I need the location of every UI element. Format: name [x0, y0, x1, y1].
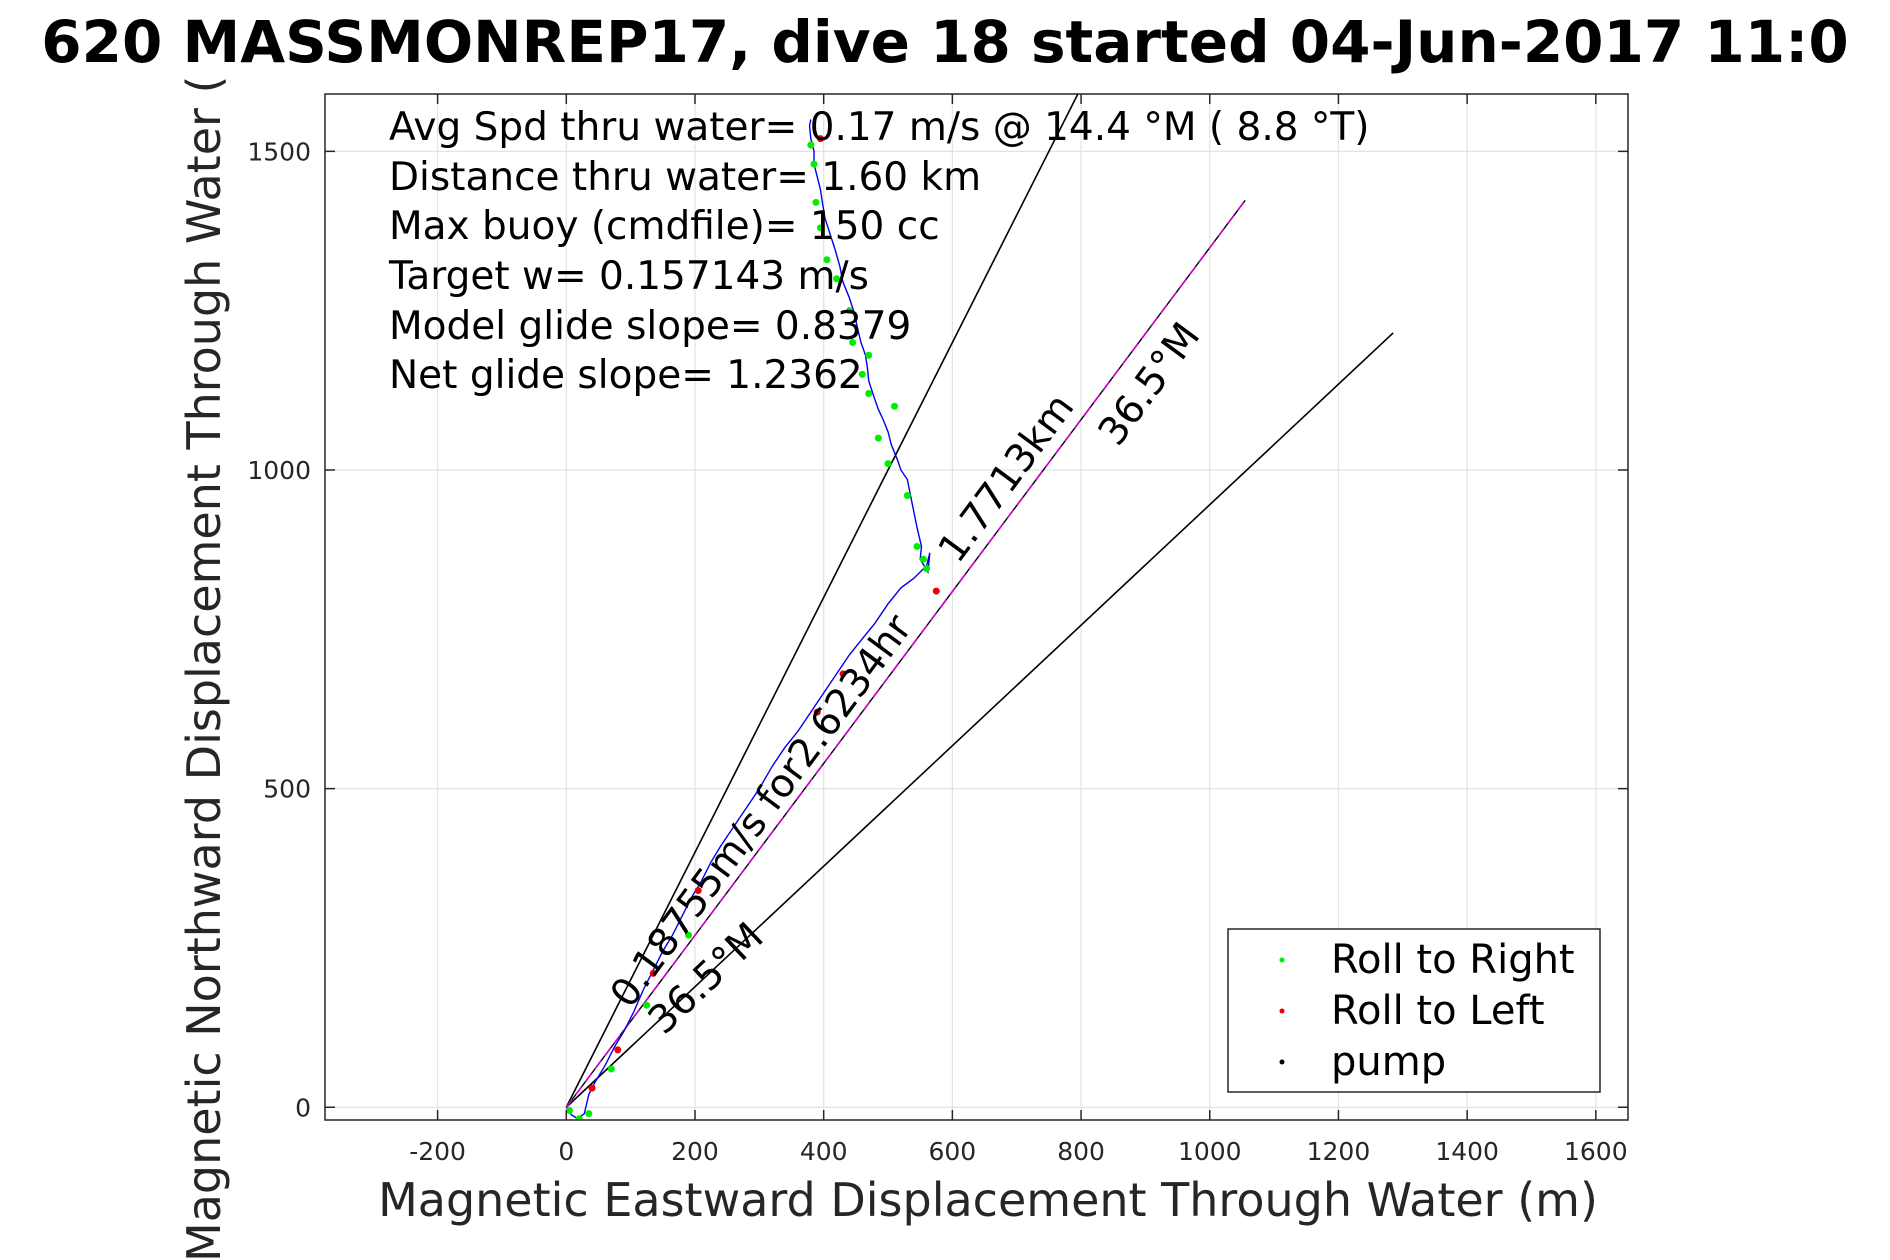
y-tick-label: 1500: [247, 137, 311, 166]
roll-right-points: [566, 141, 931, 1120]
x-tick-label: 1600: [1564, 1137, 1628, 1166]
roll-right-point: [865, 390, 873, 398]
cone-edge-line: [565, 94, 1079, 1108]
info-distance: Distance thru water= 1.60 km: [389, 155, 981, 200]
legend-box: [1227, 928, 1601, 1093]
legend-label-pump: pump: [1331, 1039, 1446, 1085]
cone-edge-line: [565, 332, 1394, 1108]
roll-right-point: [890, 402, 898, 410]
roll-right-point: [607, 1065, 615, 1073]
legend-label-roll-left: Roll to Left: [1331, 988, 1545, 1034]
roll-right-point: [923, 565, 931, 573]
cone-lines: [565, 94, 1394, 1108]
x-tick-label: 400: [800, 1137, 848, 1166]
roll-right-point: [884, 460, 892, 468]
roll-right-point: [858, 370, 866, 378]
y-axis-label: Magnetic Northward Displacement Through …: [177, 76, 231, 1260]
x-tick-label: 600: [929, 1137, 977, 1166]
y-tick-label: 1000: [247, 456, 311, 485]
roll-right-point: [685, 931, 693, 939]
roll-right-point: [816, 224, 824, 232]
roll-right-point: [913, 542, 921, 550]
glider-track-line: [565, 119, 931, 1120]
course-line-dashed: [565, 199, 1246, 1108]
roll-right-point: [849, 339, 857, 347]
roll-right-point: [865, 351, 873, 359]
info-avg-speed: Avg Spd thru water= 0.17 m/s @ 14.4 °M (…: [389, 105, 1369, 150]
x-tick-label: 800: [1057, 1137, 1105, 1166]
roll-right-point: [643, 1001, 651, 1009]
chart-title: 620 MASSMONREP17, dive 18 started 04-Jun…: [41, 8, 1848, 76]
roll-left-point: [649, 969, 657, 977]
x-tick-label: 1400: [1435, 1137, 1499, 1166]
roll-right-point: [919, 555, 927, 563]
roll-right-point: [812, 198, 820, 206]
info-model-glide-slope: Model glide slope= 0.8379: [389, 304, 911, 349]
roll-left-point: [813, 708, 821, 716]
course-line: [565, 199, 1246, 1108]
info-max-buoy: Max buoy (cmdfile)= 150 cc: [389, 204, 940, 249]
roll-right-point: [566, 1106, 574, 1114]
roll-left-point: [614, 1046, 622, 1054]
roll-left-point: [839, 670, 847, 678]
roll-right-point: [874, 434, 882, 442]
roll-right-point: [823, 256, 831, 264]
glider-track: [565, 119, 931, 1120]
x-tick-label: 1200: [1307, 1137, 1371, 1166]
roll-right-point: [575, 1115, 583, 1120]
roll-right-point: [807, 141, 815, 149]
x-ticks: -200 0 200 400 600 800 1000 1200 1400 1600: [409, 94, 1628, 1166]
roll-right-point: [903, 491, 911, 499]
axes-frame: [324, 93, 1629, 1121]
roll-left-points: [588, 135, 940, 1092]
dive-info: Avg Spd thru water= 0.17 m/s @ 14.4 °M (…: [388, 105, 1369, 398]
x-tick-label: -200: [409, 1137, 466, 1166]
info-net-glide-slope: Net glide slope= 1.2362: [389, 353, 863, 398]
roll-right-point: [845, 307, 853, 315]
roll-right-point: [585, 1110, 593, 1118]
roll-left-point: [816, 135, 824, 143]
roll-right-point: [810, 160, 818, 168]
legend-marker-pump: [1279, 1059, 1285, 1065]
roll-left-point: [694, 887, 702, 895]
y-tick-label: 500: [263, 775, 311, 804]
legend-marker-roll-left: [1279, 1008, 1285, 1014]
y-ticks: 0 500 1000 1500: [247, 137, 1628, 1122]
info-target-w: Target w= 0.157143 m/s: [388, 254, 869, 299]
x-tick-label: 1000: [1178, 1137, 1242, 1166]
x-tick-label: 0: [558, 1137, 574, 1166]
x-axis-label: Magnetic Eastward Displacement Through W…: [378, 1173, 1598, 1227]
legend: Roll to Right Roll to Left pump: [1227, 928, 1601, 1093]
roll-left-point: [932, 587, 940, 595]
legend-label-roll-right: Roll to Right: [1331, 937, 1575, 983]
x-tick-label: 200: [671, 1137, 719, 1166]
roll-left-point: [588, 1084, 596, 1092]
legend-marker-roll-right: [1279, 957, 1285, 963]
y-tick-label: 0: [295, 1093, 311, 1122]
roll-right-point: [833, 275, 841, 283]
